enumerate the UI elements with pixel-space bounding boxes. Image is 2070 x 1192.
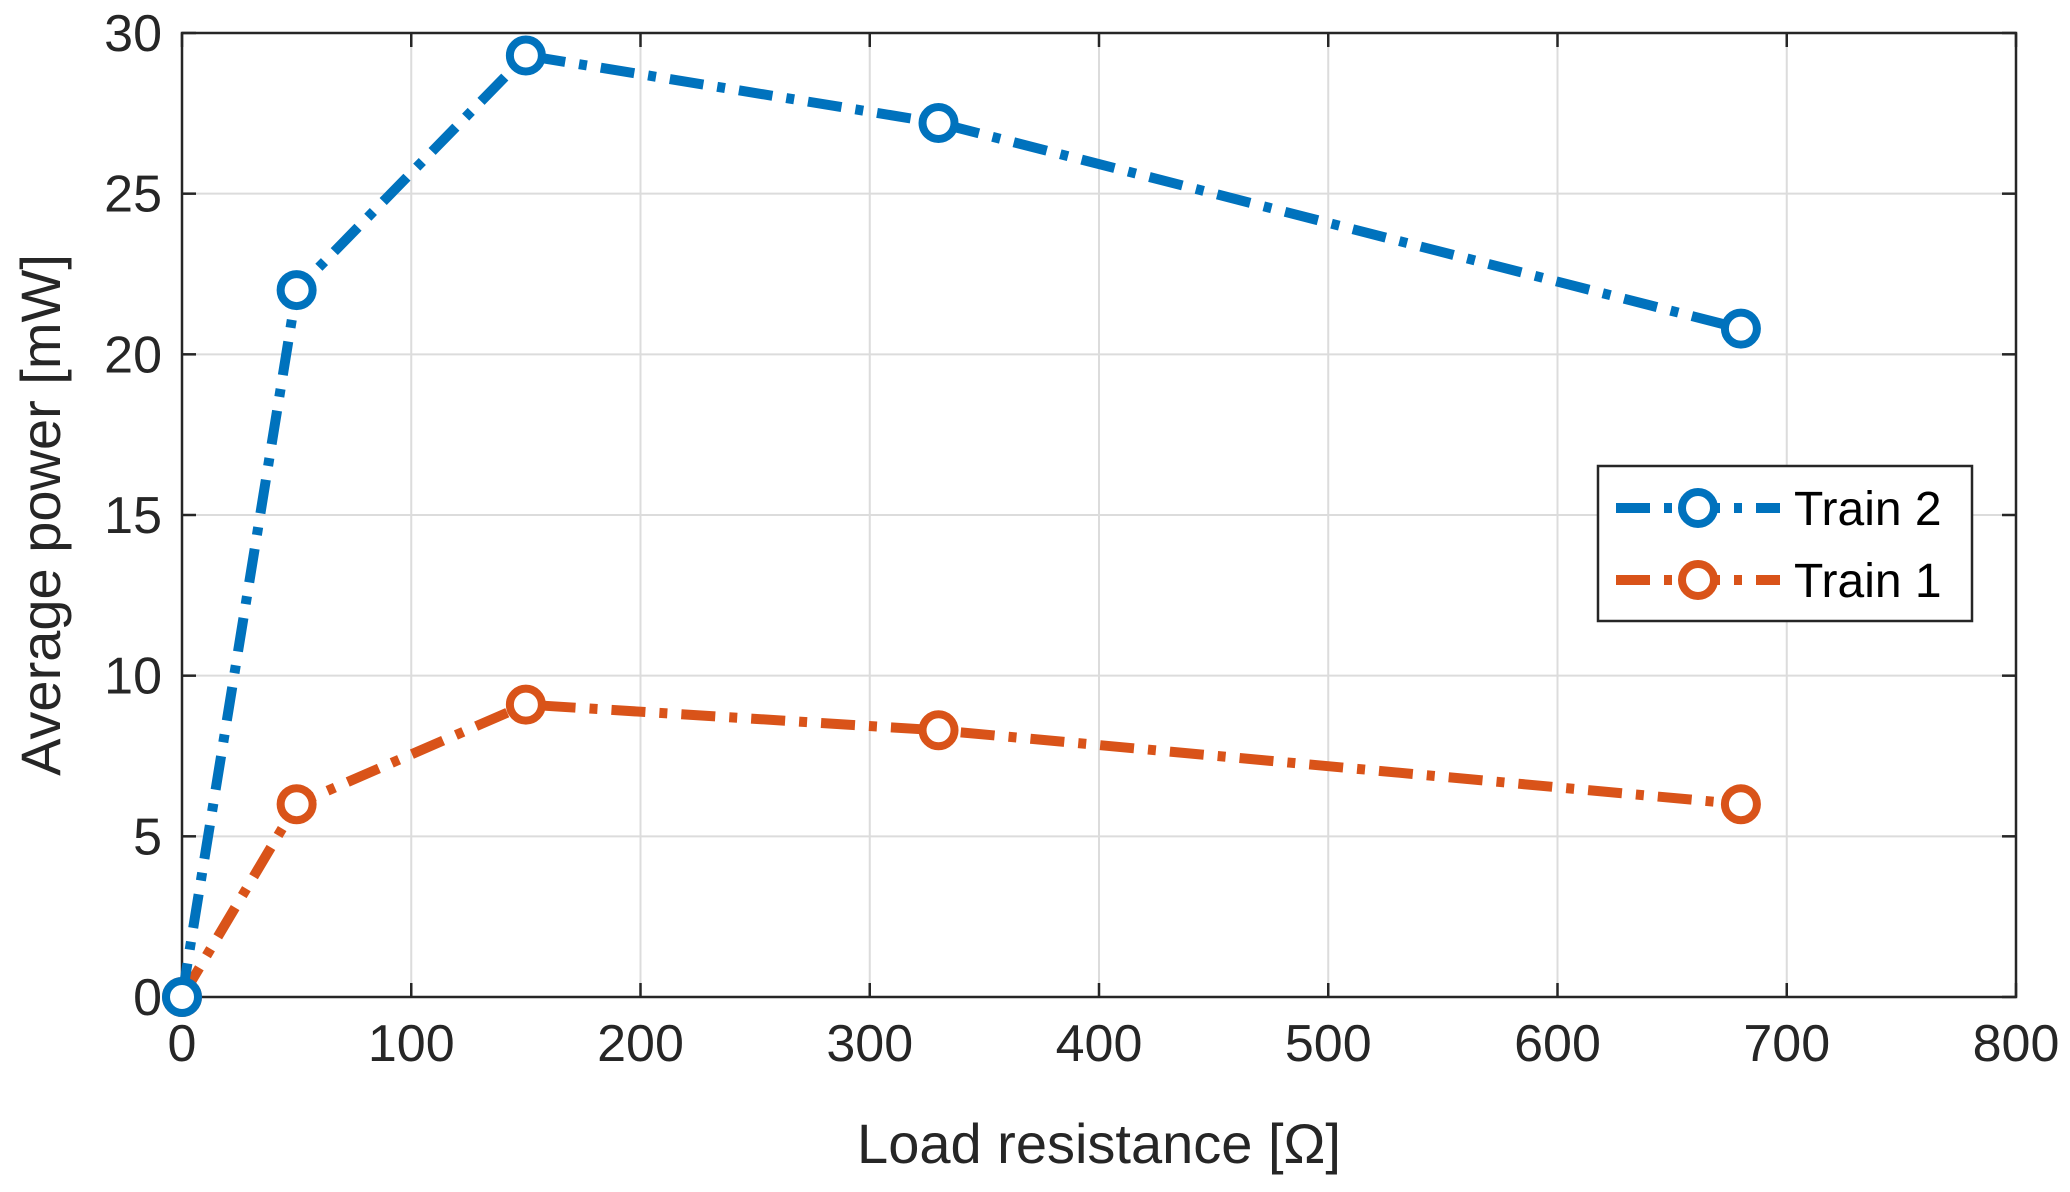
x-tick-label: 600 — [1514, 1015, 1601, 1073]
x-tick-label: 200 — [597, 1015, 684, 1073]
x-tick-label: 300 — [826, 1015, 913, 1073]
series-line-train-2 — [177, 50, 1743, 998]
y-tick-label: 25 — [104, 166, 162, 224]
legend-label-train-1: Train 1 — [1794, 555, 1942, 608]
legend-label-train-2: Train 2 — [1794, 483, 1942, 536]
legend-box — [1596, 464, 1974, 623]
x-tick-label: 800 — [1973, 1015, 2060, 1073]
data-point-train-1 — [505, 684, 546, 725]
y-tick-label: 15 — [104, 487, 162, 545]
x-tick-label: 700 — [1743, 1015, 1830, 1073]
data-point-train-1 — [276, 784, 317, 825]
legend: Train 2 Train 1 — [1596, 464, 1974, 623]
data-point-train-2 — [276, 270, 317, 311]
x-tick-label: 0 — [168, 1015, 197, 1073]
x-tick-label: 100 — [368, 1015, 455, 1073]
x-tick-labels: 0 100 200 300 400 500 600 700 800 — [168, 1015, 2060, 1073]
x-tick-label: 500 — [1285, 1015, 1372, 1073]
series-train-2 — [162, 35, 1761, 1017]
data-point-train-1 — [918, 710, 959, 751]
data-point-train-2 — [918, 102, 959, 143]
series-train-1 — [162, 684, 1761, 1017]
y-axis-title: Average power [mW] — [9, 254, 72, 776]
legend-item-train-1: Train 1 — [1616, 555, 1942, 608]
legend-marker-train-1 — [1678, 560, 1718, 600]
data-point-train-2 — [1720, 308, 1761, 349]
series-group — [162, 35, 1761, 1017]
data-point-train-2 — [162, 977, 202, 1017]
data-point-train-2 — [505, 35, 546, 76]
y-tick-label: 20 — [104, 326, 162, 384]
series-line-train-1 — [177, 699, 1742, 1000]
x-tick-label: 400 — [1056, 1015, 1143, 1073]
y-tick-labels: 0 5 10 15 20 25 30 — [104, 5, 162, 1027]
y-tick-label: 30 — [104, 5, 162, 63]
data-point-train-1 — [1720, 784, 1761, 825]
y-tick-label: 0 — [133, 969, 162, 1027]
legend-item-train-2: Train 2 — [1616, 483, 1942, 536]
y-tick-label: 10 — [104, 648, 162, 706]
y-tick-label: 5 — [133, 808, 162, 866]
legend-marker-train-2 — [1678, 488, 1718, 528]
x-axis-title: Load resistance [Ω] — [857, 1112, 1341, 1175]
